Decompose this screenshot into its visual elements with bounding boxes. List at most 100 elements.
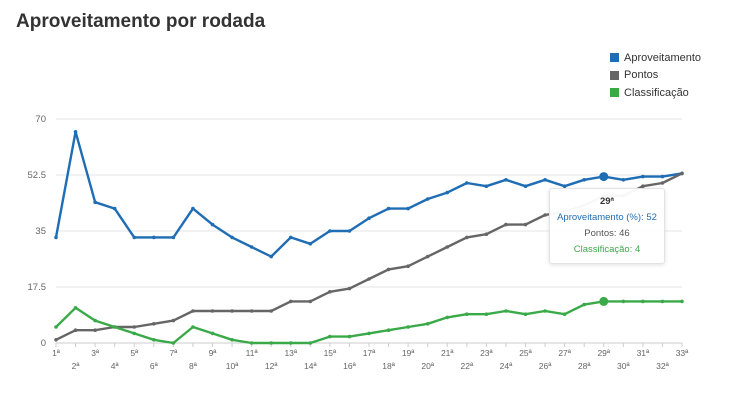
data-point-classificacao [93, 318, 97, 323]
data-point-classificacao [308, 341, 313, 345]
data-point-pontos [288, 299, 293, 304]
data-point-aproveitamento [599, 172, 609, 182]
data-point-aproveitamento [152, 235, 156, 240]
data-point-aproveitamento [308, 242, 313, 246]
x-tick-label: 2ª [72, 361, 81, 371]
data-point-aproveitamento [504, 178, 508, 182]
data-point-aproveitamento [112, 206, 117, 211]
legend-item-aproveitamento[interactable]: Aproveitamento [610, 49, 701, 67]
data-point-pontos [367, 277, 371, 281]
data-point-classificacao [191, 325, 195, 329]
data-point-classificacao [543, 309, 547, 313]
data-point-aproveitamento [73, 130, 78, 134]
legend-item-pontos[interactable]: Pontos [610, 67, 701, 85]
x-tick-label: 14ª [304, 361, 317, 371]
data-point-pontos [191, 309, 195, 313]
data-point-pontos [347, 286, 352, 291]
x-axis: 1ª 2ª 3ª 4ª 5ª 6ª 7ª 8ª 9ª 10ª 11ª 12ª 13ª 14ª 15ª 16ª 1… [52, 343, 689, 371]
legend-item-classificacao[interactable]: Classificação [610, 84, 701, 102]
x-tick-label: 28ª [578, 361, 591, 371]
data-point-pontos [465, 235, 469, 240]
tooltip-round: 29ª [599, 196, 615, 207]
data-point-aproveitamento [347, 229, 352, 233]
data-point-aproveitamento [249, 245, 254, 249]
x-tick-label: 4ª [111, 361, 120, 371]
data-point-classificacao [523, 312, 528, 317]
data-point-aproveitamento [543, 178, 547, 182]
x-tick-label: 1ª [52, 348, 61, 358]
legend: Aproveitamento Pontos Classificação [610, 49, 701, 102]
data-point-classificacao [484, 312, 489, 317]
data-point-classificacao [445, 315, 450, 320]
data-point-aproveitamento [191, 206, 195, 211]
data-point-aproveitamento [269, 254, 273, 259]
data-point-classificacao [621, 299, 626, 304]
x-tick-label: 32ª [656, 361, 669, 371]
data-point-classificacao [599, 296, 609, 306]
tooltip-aproveitamento: Aproveitamento (%): 52 [557, 212, 657, 223]
x-tick-label: 8ª [189, 361, 198, 371]
grid-lines [56, 118, 682, 344]
data-point-aproveitamento [288, 235, 293, 240]
data-point-aproveitamento [582, 178, 586, 182]
data-point-aproveitamento [484, 184, 489, 188]
data-point-pontos [171, 318, 176, 323]
legend-swatch-aproveitamento [610, 53, 619, 63]
legend-label-aproveitamento: Aproveitamento [624, 51, 702, 64]
x-tick-label: 18ª [382, 361, 395, 371]
data-point-aproveitamento [230, 235, 234, 240]
x-tick-label: 12ª [265, 361, 278, 371]
data-point-aproveitamento [465, 181, 469, 185]
x-tick-label: 20ª [421, 361, 434, 371]
x-tick-label: 6ª [150, 361, 159, 371]
y-tick-label: 0 [41, 338, 46, 349]
y-tick-label: 17.5 [28, 282, 47, 293]
data-point-aproveitamento [210, 222, 215, 227]
data-point-classificacao [171, 341, 176, 345]
x-tick-label: 19ª [402, 348, 415, 358]
data-point-pontos [484, 232, 489, 236]
data-point-classificacao [328, 334, 332, 339]
data-point-pontos [132, 325, 137, 329]
data-point-classificacao [660, 299, 665, 304]
data-point-pontos [445, 245, 450, 249]
data-point-classificacao [504, 309, 508, 313]
data-point-pontos [425, 254, 430, 259]
series-line-classificacao [54, 300, 684, 345]
data-point-classificacao [680, 299, 684, 304]
x-tick-label: 10ª [226, 361, 239, 371]
data-point-aproveitamento [660, 174, 665, 179]
tooltip: 29ª Aproveitamento (%): 52 Pontos: 46 Cl… [549, 188, 665, 264]
data-point-classificacao [249, 341, 254, 345]
data-point-classificacao [367, 331, 371, 336]
x-tick-label: 31ª [637, 348, 650, 358]
y-tick-label: 52.5 [28, 170, 47, 181]
data-point-pontos [680, 171, 684, 176]
data-point-pontos [308, 299, 313, 304]
data-point-classificacao [152, 338, 156, 342]
x-tick-label: 15ª [324, 348, 337, 358]
tooltip-classificacao: Classificação: 4 [573, 244, 641, 255]
data-point-classificacao [582, 302, 586, 307]
data-point-aproveitamento [621, 178, 626, 182]
data-point-pontos [269, 309, 273, 313]
data-point-classificacao [132, 331, 137, 336]
data-point-aproveitamento [425, 197, 430, 201]
data-point-pontos [249, 309, 254, 313]
x-tick-label: 5ª [130, 348, 139, 358]
x-tick-label: 9ª [209, 348, 218, 358]
data-point-classificacao [112, 325, 117, 329]
legend-label-pontos: Pontos [624, 69, 659, 82]
x-tick-label: 24ª [500, 361, 513, 371]
data-point-classificacao [425, 322, 430, 326]
data-point-aproveitamento [93, 200, 97, 204]
x-tick-label: 13ª [284, 348, 297, 358]
data-point-aproveitamento [641, 174, 645, 179]
tooltip-pontos: Pontos: 46 [584, 228, 630, 239]
data-point-aproveitamento [367, 216, 371, 220]
data-point-aproveitamento [562, 184, 567, 188]
data-point-classificacao [54, 325, 58, 329]
x-tick-label: 29ª [597, 348, 610, 358]
data-point-classificacao [386, 328, 391, 333]
y-tick-label: 70 [35, 114, 46, 125]
